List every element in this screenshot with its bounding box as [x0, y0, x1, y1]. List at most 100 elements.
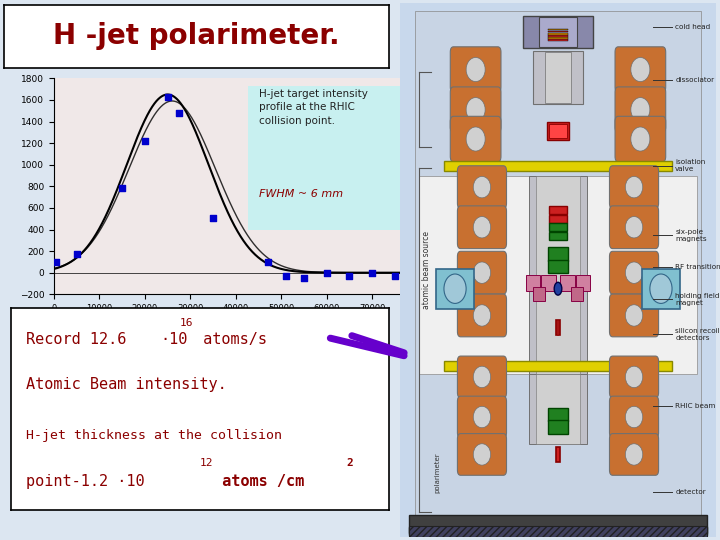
FancyBboxPatch shape: [450, 116, 501, 162]
Bar: [541, 275, 556, 292]
Text: Record 12.6: Record 12.6: [26, 332, 126, 347]
FancyBboxPatch shape: [457, 396, 507, 438]
Text: detector: detector: [675, 489, 706, 495]
Ellipse shape: [625, 177, 643, 198]
Point: [71, 250, 83, 259]
Point: [343, 272, 355, 280]
FancyBboxPatch shape: [609, 356, 659, 398]
Point: [389, 272, 400, 280]
Bar: [436, 269, 474, 309]
Text: H -jet polarimeter.: H -jet polarimeter.: [53, 23, 340, 50]
Bar: [548, 408, 568, 421]
Bar: [549, 39, 567, 41]
Point: [412, 272, 423, 280]
Text: cold head: cold head: [675, 24, 711, 30]
Ellipse shape: [466, 127, 485, 151]
Text: RHIC beam: RHIC beam: [675, 403, 716, 409]
Point: [298, 274, 310, 282]
Bar: [539, 17, 577, 47]
Bar: [536, 177, 580, 374]
Bar: [549, 223, 567, 231]
Point: [162, 92, 174, 101]
Bar: [556, 447, 560, 462]
Bar: [576, 275, 590, 292]
FancyBboxPatch shape: [450, 87, 501, 132]
Ellipse shape: [473, 444, 491, 465]
FancyBboxPatch shape: [615, 47, 666, 92]
Bar: [444, 361, 672, 371]
Bar: [549, 31, 567, 32]
Bar: [536, 374, 580, 444]
FancyBboxPatch shape: [609, 166, 659, 208]
FancyBboxPatch shape: [609, 396, 659, 438]
Bar: [533, 51, 583, 104]
Ellipse shape: [444, 274, 466, 303]
Bar: [549, 35, 567, 37]
Point: [117, 184, 128, 193]
Text: 16: 16: [180, 318, 194, 328]
FancyBboxPatch shape: [457, 166, 507, 208]
Bar: [548, 421, 568, 434]
Bar: [409, 527, 707, 535]
FancyBboxPatch shape: [457, 251, 507, 294]
Ellipse shape: [466, 57, 485, 82]
Bar: [549, 29, 567, 30]
Ellipse shape: [625, 217, 643, 238]
FancyBboxPatch shape: [457, 294, 507, 337]
Bar: [533, 287, 545, 301]
Text: 2: 2: [346, 458, 354, 468]
Bar: [547, 122, 569, 140]
Circle shape: [554, 282, 562, 295]
Ellipse shape: [650, 274, 672, 303]
Ellipse shape: [625, 444, 643, 465]
FancyBboxPatch shape: [615, 116, 666, 162]
Point: [280, 272, 292, 280]
Bar: [529, 177, 587, 374]
FancyBboxPatch shape: [457, 356, 507, 398]
Point: [50, 258, 62, 266]
Text: point-1.2 ·10: point-1.2 ·10: [26, 474, 145, 489]
Bar: [529, 374, 587, 444]
Bar: [549, 206, 567, 214]
Bar: [548, 247, 568, 261]
Ellipse shape: [473, 262, 491, 284]
Bar: [444, 161, 672, 171]
Bar: [549, 232, 567, 240]
Ellipse shape: [473, 305, 491, 326]
FancyBboxPatch shape: [457, 434, 507, 475]
Ellipse shape: [625, 262, 643, 284]
Point: [366, 268, 378, 277]
Ellipse shape: [625, 406, 643, 428]
Text: holding field
magnet: holding field magnet: [675, 293, 720, 306]
FancyBboxPatch shape: [609, 206, 659, 248]
Point: [207, 213, 219, 222]
Text: silicon recoil
detectors: silicon recoil detectors: [675, 328, 720, 341]
Ellipse shape: [631, 98, 650, 122]
Text: atoms /cm: atoms /cm: [213, 474, 305, 489]
Bar: [545, 52, 571, 103]
Point: [139, 137, 150, 145]
FancyBboxPatch shape: [609, 434, 659, 475]
Bar: [549, 33, 567, 35]
Bar: [571, 287, 583, 301]
Point: [174, 109, 185, 117]
Bar: [548, 260, 568, 273]
Ellipse shape: [625, 305, 643, 326]
FancyBboxPatch shape: [615, 87, 666, 132]
Text: H-jet thickness at the collision: H-jet thickness at the collision: [26, 429, 282, 442]
Ellipse shape: [631, 127, 650, 151]
Text: FWHM ~ 6 mm: FWHM ~ 6 mm: [258, 190, 343, 199]
Point: [321, 268, 333, 277]
Bar: [409, 525, 707, 537]
Text: dissociator: dissociator: [675, 77, 714, 83]
Text: six-pole
magnets: six-pole magnets: [675, 229, 707, 242]
Text: atomic beam source: atomic beam source: [422, 231, 431, 309]
Bar: [549, 37, 567, 39]
Bar: [549, 215, 567, 222]
FancyBboxPatch shape: [609, 251, 659, 294]
Point: [262, 258, 274, 266]
Text: Atomic Beam intensity.: Atomic Beam intensity.: [26, 377, 227, 392]
Bar: [523, 16, 593, 48]
Ellipse shape: [473, 366, 491, 388]
Ellipse shape: [473, 217, 491, 238]
